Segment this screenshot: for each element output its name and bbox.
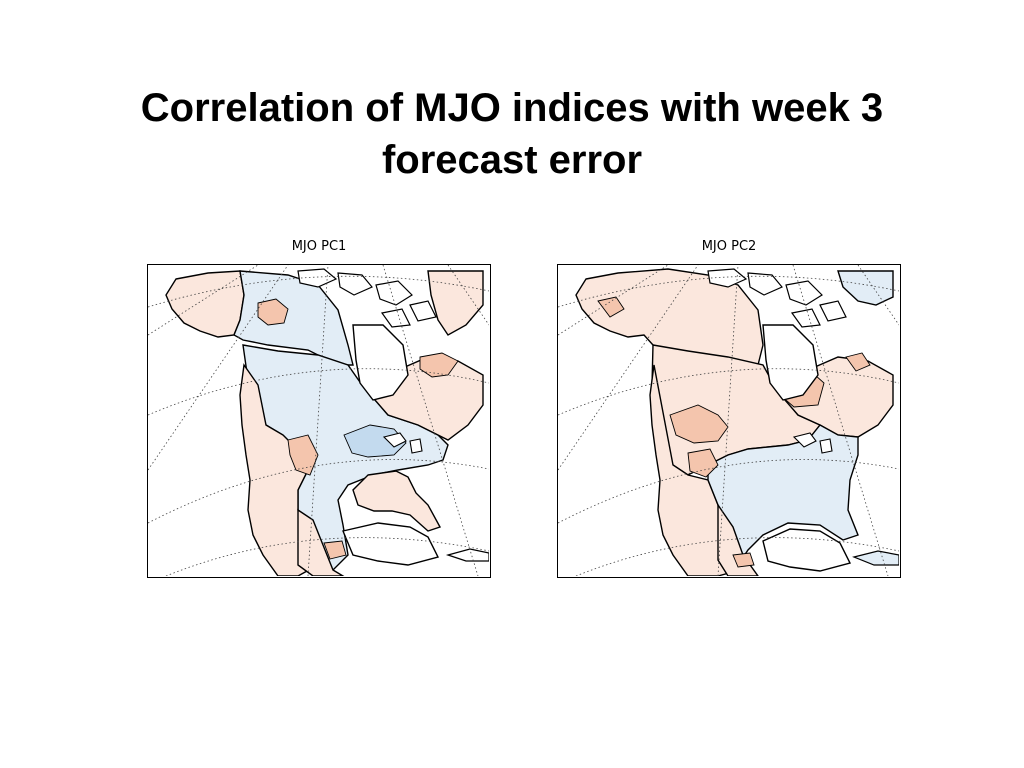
cuba	[445, 548, 489, 562]
gulf-of-mexico	[342, 522, 440, 566]
great-lakes	[382, 432, 423, 454]
patch-positive-prairies	[669, 404, 729, 444]
patch-positive-mexico	[323, 540, 347, 560]
slide-title: Correlation of MJO indices with week 3 f…	[62, 82, 962, 186]
patch-positive-quebec	[419, 352, 459, 378]
arctic-islands	[707, 268, 847, 328]
patch-positive-labrador	[845, 352, 871, 372]
patch-negative-greatlakes	[343, 424, 407, 458]
map-frame-pc2	[557, 264, 901, 578]
slide-title-line-1: Correlation of MJO indices with week 3	[140, 86, 884, 130]
correlation-map-pc2	[558, 265, 899, 576]
map-panel-pc2: MJO PC2	[557, 238, 901, 580]
map-caption-pc2: MJO PC2	[701, 239, 757, 254]
medium-patches-group	[257, 298, 459, 560]
land-fill-group	[165, 270, 484, 576]
region-greenland	[837, 270, 894, 306]
map-panel-pc1: MJO PC1	[147, 238, 491, 580]
gulf-of-mexico	[762, 528, 852, 572]
correlation-map-pc1	[148, 265, 489, 576]
slide-title-line-2: forecast error	[381, 138, 643, 182]
arctic-islands	[297, 268, 437, 328]
graticule	[148, 265, 489, 576]
patch-positive-rockies	[287, 434, 319, 476]
cuba	[852, 550, 899, 566]
patch-positive-alaska	[257, 298, 289, 326]
map-caption-pc1: MJO PC1	[291, 239, 347, 254]
patch-positive-great-basin	[687, 448, 719, 478]
patch-positive-alaska	[597, 296, 625, 318]
hudson-bay	[762, 324, 819, 401]
region-mexico	[717, 502, 759, 576]
great-lakes	[792, 432, 833, 454]
hudson-bay	[352, 324, 409, 401]
region-alaska	[165, 270, 245, 338]
patch-positive-mexico	[732, 552, 755, 568]
graticule	[558, 265, 899, 576]
map-frame-pc1	[147, 264, 491, 578]
region-us-southeast	[352, 470, 442, 532]
